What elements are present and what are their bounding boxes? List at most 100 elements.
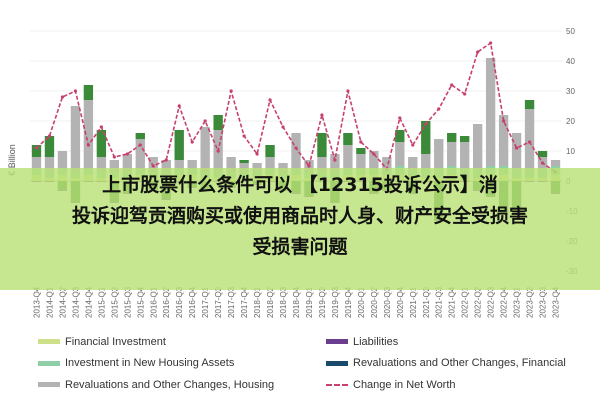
bar-revaluations-and-other-changes-housing bbox=[200, 127, 210, 172]
x-tick-label: 2019-Q2 bbox=[318, 286, 327, 318]
net-worth-point bbox=[190, 140, 194, 144]
bar-revaluations-and-other-changes-financial bbox=[213, 115, 223, 130]
net-worth-point bbox=[99, 125, 103, 129]
bar-revaluations-and-other-changes-housing bbox=[70, 106, 81, 172]
net-worth-point bbox=[138, 143, 142, 147]
net-worth-point bbox=[86, 143, 90, 147]
net-worth-point bbox=[424, 122, 428, 126]
bar-revaluations-and-other-changes-financial bbox=[96, 130, 107, 157]
bar-revaluations-and-other-changes-housing bbox=[96, 157, 107, 172]
net-worth-point bbox=[177, 104, 181, 108]
legend-label: Revaluations and Other Changes, Housing bbox=[65, 378, 275, 391]
bar-revaluations-and-other-changes-housing bbox=[395, 142, 405, 166]
net-worth-point bbox=[216, 149, 220, 153]
bar-revaluations-and-other-changes-financial bbox=[343, 133, 353, 145]
x-tick-label: 2023-Q4 bbox=[552, 286, 561, 318]
x-tick-label: 2022-Q3 bbox=[487, 286, 496, 318]
x-tick-label: 2015-Q2 bbox=[110, 286, 119, 318]
legend-label: Revaluations and Other Changes, Financia… bbox=[353, 357, 566, 370]
net-worth-point bbox=[437, 107, 441, 111]
legend-label: Investment in New Housing Assets bbox=[65, 357, 235, 370]
bar-revaluations-and-other-changes-financial bbox=[460, 136, 470, 142]
x-tick-label: 2019-Q3 bbox=[331, 286, 340, 318]
bar-revaluations-and-other-changes-housing bbox=[330, 154, 340, 172]
bar-revaluations-and-other-changes-housing bbox=[369, 151, 379, 169]
x-tick-label: 2014-Q3 bbox=[71, 286, 80, 318]
net-worth-point bbox=[229, 89, 233, 93]
net-worth-point bbox=[514, 146, 519, 150]
x-tick-label: 2020-Q3 bbox=[383, 286, 392, 318]
bar-revaluations-and-other-changes-financial bbox=[395, 130, 405, 142]
net-worth-point bbox=[489, 41, 493, 45]
net-worth-point bbox=[34, 146, 39, 150]
net-worth-point bbox=[60, 95, 65, 99]
x-tick-label: 2018-Q2 bbox=[266, 286, 275, 318]
banner-line-1: 上市股票什么条件可以 【12315投诉公示】消 bbox=[102, 174, 498, 196]
x-tick-label: 2020-Q4 bbox=[396, 286, 405, 318]
net-worth-point bbox=[151, 164, 155, 168]
net-worth-point bbox=[372, 152, 376, 156]
bar-revaluations-and-other-changes-housing bbox=[31, 157, 42, 169]
net-worth-point bbox=[359, 140, 363, 144]
bar-revaluations-and-other-changes-housing bbox=[472, 124, 483, 169]
x-tick-label: 2018-Q4 bbox=[292, 286, 301, 318]
x-tick-label: 2015-Q1 bbox=[97, 286, 106, 318]
x-tick-label: 2020-Q1 bbox=[357, 286, 366, 318]
x-tick-label: 2018-Q1 bbox=[253, 286, 262, 318]
x-tick-label: 2021-Q3 bbox=[435, 286, 444, 318]
bar-revaluations-and-other-changes-housing bbox=[226, 157, 236, 172]
bar-revaluations-and-other-changes-financial bbox=[265, 145, 275, 157]
banner-line-2: 投诉迎驾贡酒购买或使用商品时人身、财产安全受损害 bbox=[71, 205, 528, 227]
legend-item-new-housing: Investment in New Housing Assets bbox=[38, 356, 326, 371]
legend-swatch bbox=[326, 360, 348, 366]
x-tick-label: 2014-Q2 bbox=[58, 286, 67, 318]
bar-revaluations-and-other-changes-financial bbox=[356, 148, 366, 154]
bar-revaluations-and-other-changes-housing bbox=[511, 133, 522, 169]
x-tick-label: 2020-Q2 bbox=[370, 286, 379, 318]
bar-revaluations-and-other-changes-housing bbox=[408, 157, 418, 169]
y-tick-label: 40 bbox=[566, 57, 575, 66]
bar-revaluations-and-other-changes-housing bbox=[434, 139, 444, 169]
bar-revaluations-and-other-changes-financial bbox=[537, 151, 548, 157]
net-worth-point bbox=[164, 158, 168, 162]
x-tick-label: 2022-Q1 bbox=[461, 286, 470, 318]
banner-line-3: 受损害问题 bbox=[252, 236, 348, 258]
bar-revaluations-and-other-changes-housing bbox=[343, 145, 353, 169]
bar-revaluations-and-other-changes-housing bbox=[524, 109, 535, 169]
x-tick-label: 2015-Q4 bbox=[136, 286, 145, 318]
bar-revaluations-and-other-changes-financial bbox=[174, 130, 184, 160]
x-tick-label: 2013-Q4 bbox=[32, 286, 41, 318]
legend: Financial Investment Liabilities Investm… bbox=[38, 334, 578, 394]
x-tick-label: 2019-Q1 bbox=[305, 286, 314, 318]
net-worth-point bbox=[73, 89, 78, 93]
bar-revaluations-and-other-changes-financial bbox=[31, 145, 42, 157]
bar-revaluations-and-other-changes-housing bbox=[447, 142, 457, 166]
legend-item-liabilities: Liabilities bbox=[326, 334, 578, 349]
bar-revaluations-and-other-changes-financial bbox=[317, 133, 327, 157]
bar-revaluations-and-other-changes-financial bbox=[447, 133, 457, 142]
x-tick-label: 2016-Q2 bbox=[162, 286, 171, 318]
net-worth-point bbox=[294, 146, 298, 150]
legend-label: Liabilities bbox=[353, 335, 399, 348]
net-worth-point bbox=[463, 92, 467, 96]
x-tick-label: 2021-Q1 bbox=[409, 286, 418, 318]
net-worth-point bbox=[411, 143, 415, 147]
y-tick-label: 30 bbox=[566, 87, 575, 96]
x-tick-label: 2014-Q4 bbox=[84, 286, 93, 318]
bar-revaluations-and-other-changes-housing bbox=[174, 160, 184, 169]
bar-revaluations-and-other-changes-housing bbox=[252, 163, 262, 172]
y-tick-label: 20 bbox=[566, 117, 575, 126]
legend-swatch bbox=[326, 383, 348, 386]
net-worth-point bbox=[398, 116, 402, 120]
bar-revaluations-and-other-changes-housing bbox=[550, 160, 561, 166]
bar-revaluations-and-other-changes-housing bbox=[122, 154, 132, 172]
x-tick-label: 2022-Q4 bbox=[500, 286, 509, 318]
x-tick-label: 2021-Q4 bbox=[448, 286, 457, 318]
bar-revaluations-and-other-changes-housing bbox=[83, 100, 94, 169]
bar-revaluations-and-other-changes-housing bbox=[109, 160, 120, 172]
bar-revaluations-and-other-changes-housing bbox=[356, 154, 366, 169]
bar-revaluations-and-other-changes-financial bbox=[135, 133, 145, 139]
x-tick-label: 2014-Q1 bbox=[45, 286, 54, 318]
net-worth-point bbox=[281, 125, 285, 129]
legend-label: Financial Investment bbox=[65, 335, 166, 348]
